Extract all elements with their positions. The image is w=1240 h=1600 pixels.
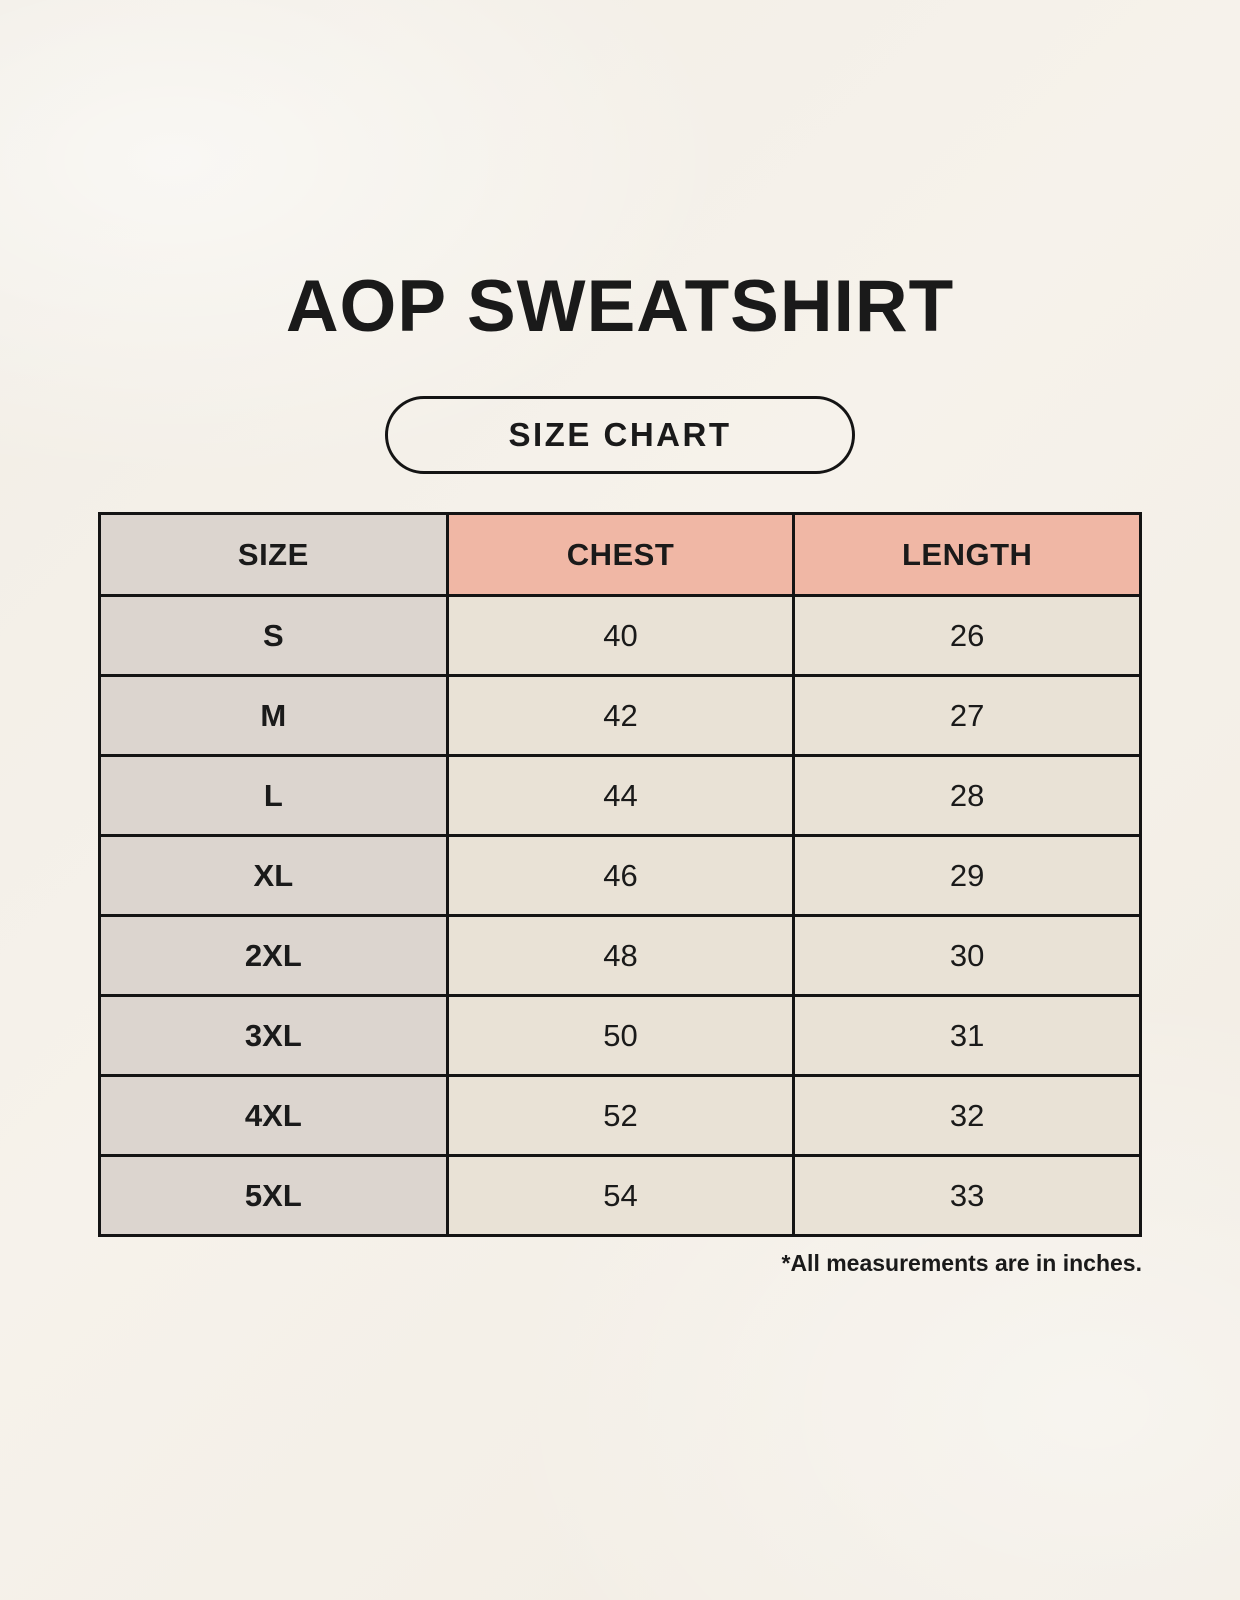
chest-cell: 44: [445, 754, 796, 837]
table-row: 3XL 50 31: [98, 994, 1142, 1077]
size-cell: 3XL: [98, 994, 449, 1077]
length-cell: 31: [792, 994, 1142, 1077]
chest-cell: 46: [445, 834, 796, 917]
length-cell: 33: [792, 1154, 1142, 1237]
chest-cell: 50: [445, 994, 796, 1077]
column-header-size: SIZE: [98, 512, 449, 597]
table-row: XL 46 29: [98, 834, 1142, 917]
table-header-row: SIZE CHEST LENGTH: [98, 512, 1142, 597]
length-cell: 29: [792, 834, 1142, 917]
size-chart-badge-label: SIZE CHART: [508, 416, 732, 453]
size-chart-badge: SIZE CHART: [385, 396, 855, 474]
length-cell: 28: [792, 754, 1142, 837]
size-cell: 5XL: [98, 1154, 449, 1237]
size-cell: 4XL: [98, 1074, 449, 1157]
length-cell: 26: [792, 594, 1142, 677]
table-row: 4XL 52 32: [98, 1074, 1142, 1157]
length-cell: 27: [792, 674, 1142, 757]
table-row: M 42 27: [98, 674, 1142, 757]
column-header-length: LENGTH: [792, 512, 1142, 597]
measurements-footnote: *All measurements are in inches.: [781, 1250, 1143, 1276]
chest-cell: 52: [445, 1074, 796, 1157]
table-row: S 40 26: [98, 594, 1142, 677]
column-header-chest: CHEST: [445, 512, 796, 597]
chest-cell: 48: [445, 914, 796, 997]
size-cell: M: [98, 674, 449, 757]
table-row: 5XL 54 33: [98, 1154, 1142, 1237]
length-cell: 32: [792, 1074, 1142, 1157]
chest-cell: 40: [445, 594, 796, 677]
size-cell: S: [98, 594, 449, 677]
chest-cell: 54: [445, 1154, 796, 1237]
size-chart-table: SIZE CHEST LENGTH S 40 26 M 42 27 L 44 2…: [98, 512, 1142, 1237]
chest-cell: 42: [445, 674, 796, 757]
table-row: L 44 28: [98, 754, 1142, 837]
size-cell: 2XL: [98, 914, 449, 997]
page-title: AOP SWEATSHIRT: [285, 266, 955, 347]
size-cell: L: [98, 754, 449, 837]
length-cell: 30: [792, 914, 1142, 997]
table-row: 2XL 48 30: [98, 914, 1142, 997]
size-cell: XL: [98, 834, 449, 917]
